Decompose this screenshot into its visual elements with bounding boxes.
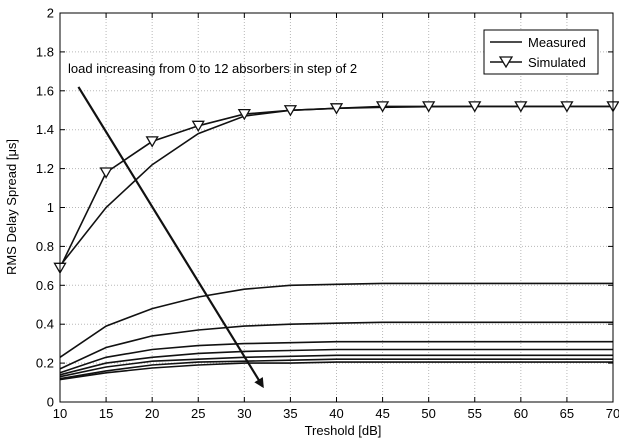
- x-tick-label: 70: [606, 406, 619, 421]
- legend-box: [483, 29, 599, 75]
- x-tick-label: 15: [99, 406, 113, 421]
- y-tick-label: 0.4: [36, 317, 54, 332]
- simulated-marker: [99, 167, 113, 179]
- y-tick-label: 2: [47, 6, 54, 21]
- series-line-measured: [59, 340, 613, 374]
- y-tick-label: 1.6: [36, 83, 54, 98]
- y-axis-ticks: 0 0.2 0.4 0.6 0.8 1 1.2 1.4 1.6 1.8 2: [36, 6, 613, 410]
- series-line-measured: [59, 354, 613, 378]
- y-tick-label: 0.2: [36, 356, 54, 371]
- x-tick-label: 10: [53, 406, 67, 421]
- x-tick-label: 25: [191, 406, 205, 421]
- series-line-measured: [59, 282, 613, 358]
- y-tick-label: 1.8: [36, 44, 54, 59]
- simulated-marker: [145, 136, 159, 148]
- annotation-text: load increasing from 0 to 12 absorbers i…: [68, 61, 357, 76]
- legend-label-simulated: Simulated: [528, 55, 586, 70]
- y-tick-label: 1: [47, 200, 54, 215]
- simulated-marker: [375, 101, 390, 113]
- series-line-measured: [59, 358, 613, 380]
- x-tick-label: 30: [237, 406, 251, 421]
- x-tick-label: 60: [514, 406, 528, 421]
- y-tick-label: 1.2: [36, 161, 54, 176]
- x-tick-label: 40: [329, 406, 343, 421]
- simulated-marker: [191, 120, 205, 133]
- simulated-marker: [422, 101, 436, 113]
- simulated-marker: [329, 103, 344, 115]
- x-tick-label: 65: [560, 406, 574, 421]
- y-tick-label: 0.6: [36, 278, 54, 293]
- series-layer: [53, 101, 619, 381]
- x-tick-label: 20: [145, 406, 159, 421]
- y-axis-label: RMS Delay Spread [μs]: [4, 139, 19, 275]
- x-tick-label: 35: [283, 406, 297, 421]
- series-line-measured: [59, 321, 613, 370]
- annotation-arrow: [77, 86, 264, 389]
- x-tick-label: 55: [468, 406, 482, 421]
- simulated-marker: [283, 105, 298, 117]
- y-tick-label: 1.4: [36, 122, 54, 137]
- x-axis-label: Treshold [dB]: [305, 423, 382, 438]
- y-tick-label: 0: [47, 395, 54, 410]
- x-axis-ticks: 10 15 20 25 30 35 40 45 50 55 60 65 70: [53, 13, 619, 421]
- simulated-marker: [560, 101, 574, 113]
- annotation-arrow-layer: [77, 86, 264, 389]
- legend-label-measured: Measured: [528, 35, 586, 50]
- series-line-measured: [59, 361, 613, 381]
- x-tick-label: 50: [421, 406, 435, 421]
- simulated-marker: [468, 101, 482, 113]
- x-tick-label: 45: [375, 406, 389, 421]
- simulated-marker: [237, 108, 251, 121]
- legend-marker-simulated: [498, 56, 514, 69]
- y-tick-label: 0.8: [36, 239, 54, 254]
- simulated-marker: [514, 101, 528, 113]
- series-line-measured: [59, 348, 613, 376]
- legend: Measured Simulated: [483, 29, 599, 75]
